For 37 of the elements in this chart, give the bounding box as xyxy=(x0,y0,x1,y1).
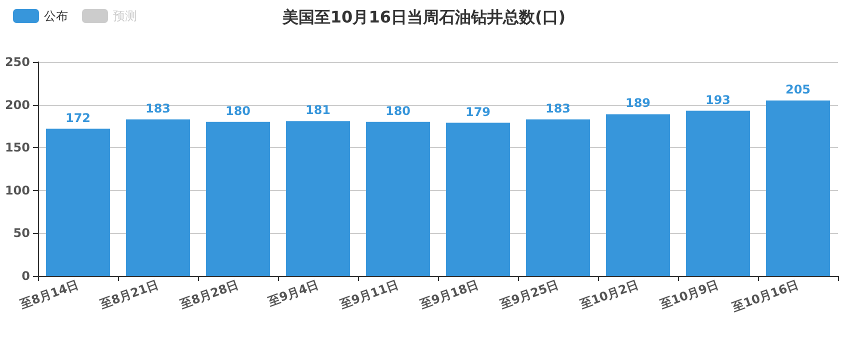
x-tick-label: 至10月9日 xyxy=(657,277,720,312)
y-tick-label: 150 xyxy=(4,140,30,155)
data-label: 193 xyxy=(705,92,731,107)
x-tick-label: 至8月28日 xyxy=(177,277,240,312)
x-tick-label: 至9月11日 xyxy=(337,277,400,312)
data-label: 180 xyxy=(385,104,411,118)
data-label: 205 xyxy=(785,82,811,97)
bar xyxy=(766,100,830,276)
x-tick-label: 至8月21日 xyxy=(97,277,160,312)
y-tick-label: 250 xyxy=(4,55,30,69)
y-tick-label: 50 xyxy=(13,226,30,240)
bar xyxy=(686,110,750,276)
chart-title: 美国至10月16日当周石油钻井总数(口) xyxy=(281,8,566,26)
x-tick-label: 至9月18日 xyxy=(417,277,480,312)
x-tick-label: 至9月4日 xyxy=(265,277,320,309)
x-tick-label: 至10月16日 xyxy=(729,277,800,315)
data-label: 180 xyxy=(225,104,251,118)
data-label: 183 xyxy=(545,101,571,116)
y-tick-label: 200 xyxy=(4,98,30,112)
data-label: 172 xyxy=(65,110,91,125)
bar xyxy=(606,114,670,276)
bar xyxy=(206,122,270,276)
data-label: 179 xyxy=(465,104,491,119)
bar xyxy=(126,119,190,276)
legend-label: 公布 xyxy=(44,9,68,23)
y-tick-label: 0 xyxy=(22,269,30,283)
x-tick-label: 至10月2日 xyxy=(577,277,640,312)
bar xyxy=(526,119,590,276)
bar xyxy=(46,128,110,276)
x-tick-label: 至9月25日 xyxy=(497,277,560,312)
y-tick-label: 100 xyxy=(4,183,30,198)
bar xyxy=(286,121,350,276)
bar xyxy=(446,122,510,276)
data-label: 181 xyxy=(305,103,331,118)
data-label: 183 xyxy=(145,101,171,116)
data-label: 189 xyxy=(625,96,651,110)
bar xyxy=(366,122,430,276)
